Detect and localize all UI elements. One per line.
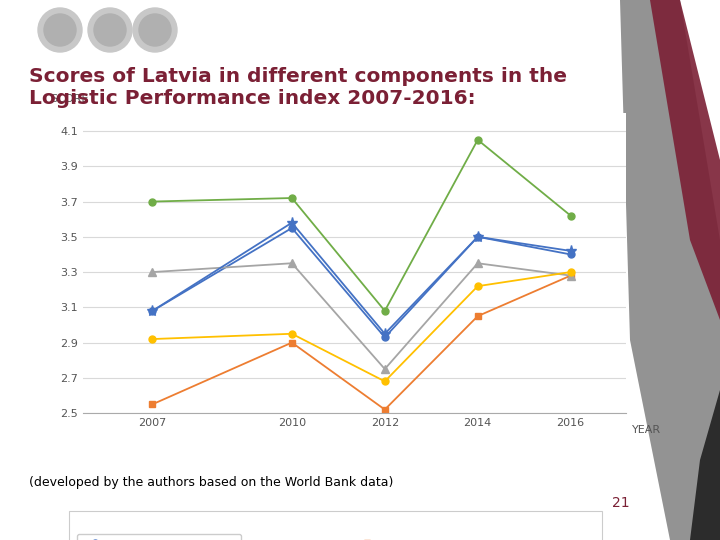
Circle shape xyxy=(139,14,171,46)
Circle shape xyxy=(94,14,126,46)
Logistic quality and competence xyxy=(567,269,575,275)
Infrastructure xyxy=(148,401,157,408)
Tracking and Tracing xyxy=(148,308,157,314)
Timeliness xyxy=(567,212,575,219)
Logistic quality and competence xyxy=(148,336,157,342)
Timeliness xyxy=(474,137,482,143)
International shipment xyxy=(474,260,482,267)
Tracking and Tracing xyxy=(380,330,389,337)
Tracking and Tracing xyxy=(474,234,482,240)
Infrastructure xyxy=(380,406,389,413)
Line: International shipment: International shipment xyxy=(148,259,575,373)
Line: Timeliness: Timeliness xyxy=(149,137,574,314)
FancyBboxPatch shape xyxy=(69,510,602,540)
Line: Customs: Customs xyxy=(149,225,574,341)
Customs xyxy=(287,225,296,231)
Text: 21: 21 xyxy=(613,496,630,510)
Circle shape xyxy=(88,8,132,52)
Customs xyxy=(380,334,389,341)
Text: YEAR: YEAR xyxy=(632,425,661,435)
Logistic quality and competence xyxy=(380,378,389,384)
Text: Logistic Performance index 2007-2016:: Logistic Performance index 2007-2016: xyxy=(29,89,475,108)
Text: (developed by the authors based on the World Bank data): (developed by the authors based on the W… xyxy=(29,476,393,489)
Polygon shape xyxy=(650,0,720,320)
Timeliness xyxy=(148,198,157,205)
Customs xyxy=(474,234,482,240)
International shipment xyxy=(148,269,157,275)
Timeliness xyxy=(380,308,389,314)
Line: Logistic quality and competence: Logistic quality and competence xyxy=(149,268,574,385)
International shipment xyxy=(567,272,575,279)
International shipment xyxy=(380,366,389,372)
Customs xyxy=(148,308,157,314)
International shipment xyxy=(287,260,296,267)
Logistic quality and competence xyxy=(474,283,482,289)
Circle shape xyxy=(44,14,76,46)
Circle shape xyxy=(133,8,177,52)
Infrastructure xyxy=(474,313,482,319)
Line: Infrastructure: Infrastructure xyxy=(149,272,574,413)
Logistic quality and competence xyxy=(287,330,296,337)
Timeliness xyxy=(287,195,296,201)
Tracking and Tracing xyxy=(287,219,296,226)
Tracking and Tracing xyxy=(567,248,575,254)
Circle shape xyxy=(38,8,82,52)
Line: Tracking and Tracing: Tracking and Tracing xyxy=(147,217,576,339)
Infrastructure xyxy=(287,339,296,346)
Customs xyxy=(567,251,575,258)
Text: SCORE: SCORE xyxy=(50,94,89,104)
Text: Scores of Latvia in different components in the: Scores of Latvia in different components… xyxy=(29,68,567,86)
Polygon shape xyxy=(620,0,720,540)
Infrastructure xyxy=(567,272,575,279)
Polygon shape xyxy=(690,390,720,540)
Legend: Infrastructure, Logistic quality and competence, Timeliness: Infrastructure, Logistic quality and com… xyxy=(349,534,564,540)
